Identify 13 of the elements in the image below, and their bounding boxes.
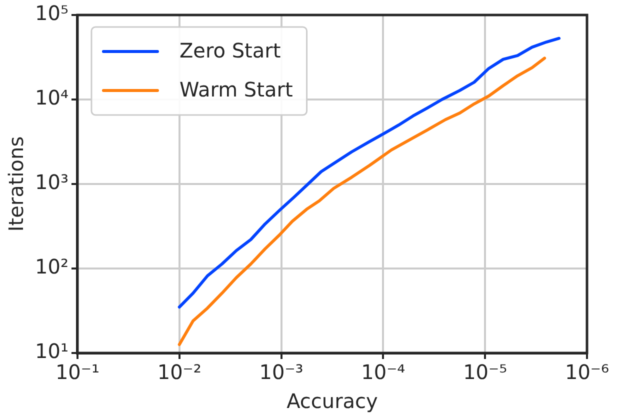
y-axis-title: Iterations <box>4 136 28 232</box>
y-tick-label: 10⁵ <box>35 1 68 26</box>
x-tick-label: 10⁻⁴ <box>361 360 406 384</box>
legend-label: Zero Start <box>179 38 281 63</box>
y-tick-label: 10³ <box>35 170 68 194</box>
x-axis-title: Accuracy <box>286 389 378 414</box>
legend-label: Warm Start <box>179 78 293 102</box>
x-tick-label: 10⁻³ <box>259 360 304 384</box>
x-tick-label: 10⁻⁶ <box>564 360 610 384</box>
x-tick-label: 10⁻⁵ <box>463 360 508 384</box>
y-tick-label: 10⁴ <box>35 86 68 110</box>
x-tick-label: 10⁻² <box>157 360 202 384</box>
y-tick-label: 10² <box>35 254 68 279</box>
